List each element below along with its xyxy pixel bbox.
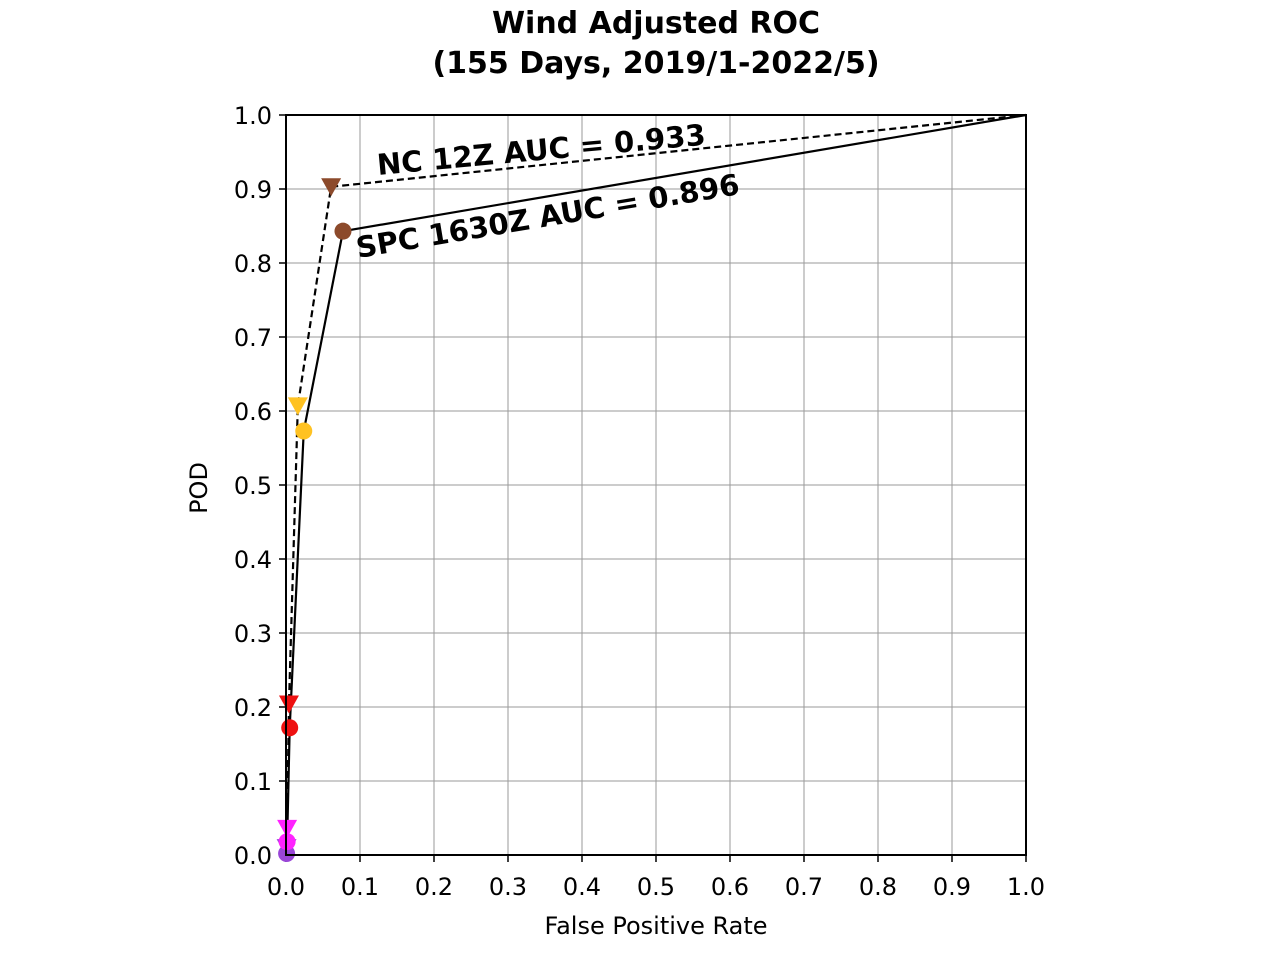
plot-frame xyxy=(285,114,1027,856)
y-tick-label: 0.0 xyxy=(234,842,272,870)
marker-circle xyxy=(295,422,313,440)
y-tick-label: 1.0 xyxy=(234,102,272,130)
chart-title: Wind Adjusted ROC xyxy=(492,6,820,41)
y-tick-label: 0.5 xyxy=(234,472,272,500)
x-tick-label: 0.9 xyxy=(933,873,971,901)
x-tick-label: 0.0 xyxy=(267,873,305,901)
marker-triangle xyxy=(278,695,299,714)
x-tick-label: 1.0 xyxy=(1007,873,1045,901)
x-tick-label: 0.7 xyxy=(785,873,823,901)
marker-circle xyxy=(281,719,299,737)
y-tick-label: 0.7 xyxy=(234,324,272,352)
y-tick-label: 0.4 xyxy=(234,546,272,574)
x-tick-label: 0.5 xyxy=(637,873,675,901)
y-tick-label: 0.6 xyxy=(234,398,272,426)
y-tick-label: 0.9 xyxy=(234,176,272,204)
x-tick-label: 0.4 xyxy=(563,873,601,901)
y-tick-label: 0.3 xyxy=(234,620,272,648)
chart-subtitle: (155 Days, 2019/1-2022/5) xyxy=(432,46,879,81)
x-tick-label: 0.2 xyxy=(415,873,453,901)
x-tick-label: 0.3 xyxy=(489,873,527,901)
marker-triangle xyxy=(321,178,342,197)
marker-triangle xyxy=(287,397,308,416)
y-tick-label: 0.8 xyxy=(234,250,272,278)
marker-triangle xyxy=(277,819,298,838)
marker-circle xyxy=(278,833,296,851)
y-tick-label: 0.1 xyxy=(234,768,272,796)
x-tick-label: 0.1 xyxy=(341,873,379,901)
axis-ticks: 0.0 0.1 0.2 0.3 0.4 0.5 0.6 0.7 0.8 0.9 1.0 0.0 0.1 0… xyxy=(234,102,1045,901)
marker-circle xyxy=(334,222,352,240)
x-tick-label: 0.6 xyxy=(711,873,749,901)
x-axis-label: False Positive Rate xyxy=(544,912,767,940)
y-axis-label: POD xyxy=(185,462,213,514)
y-tick-label: 0.2 xyxy=(234,694,272,722)
x-tick-label: 0.8 xyxy=(859,873,897,901)
